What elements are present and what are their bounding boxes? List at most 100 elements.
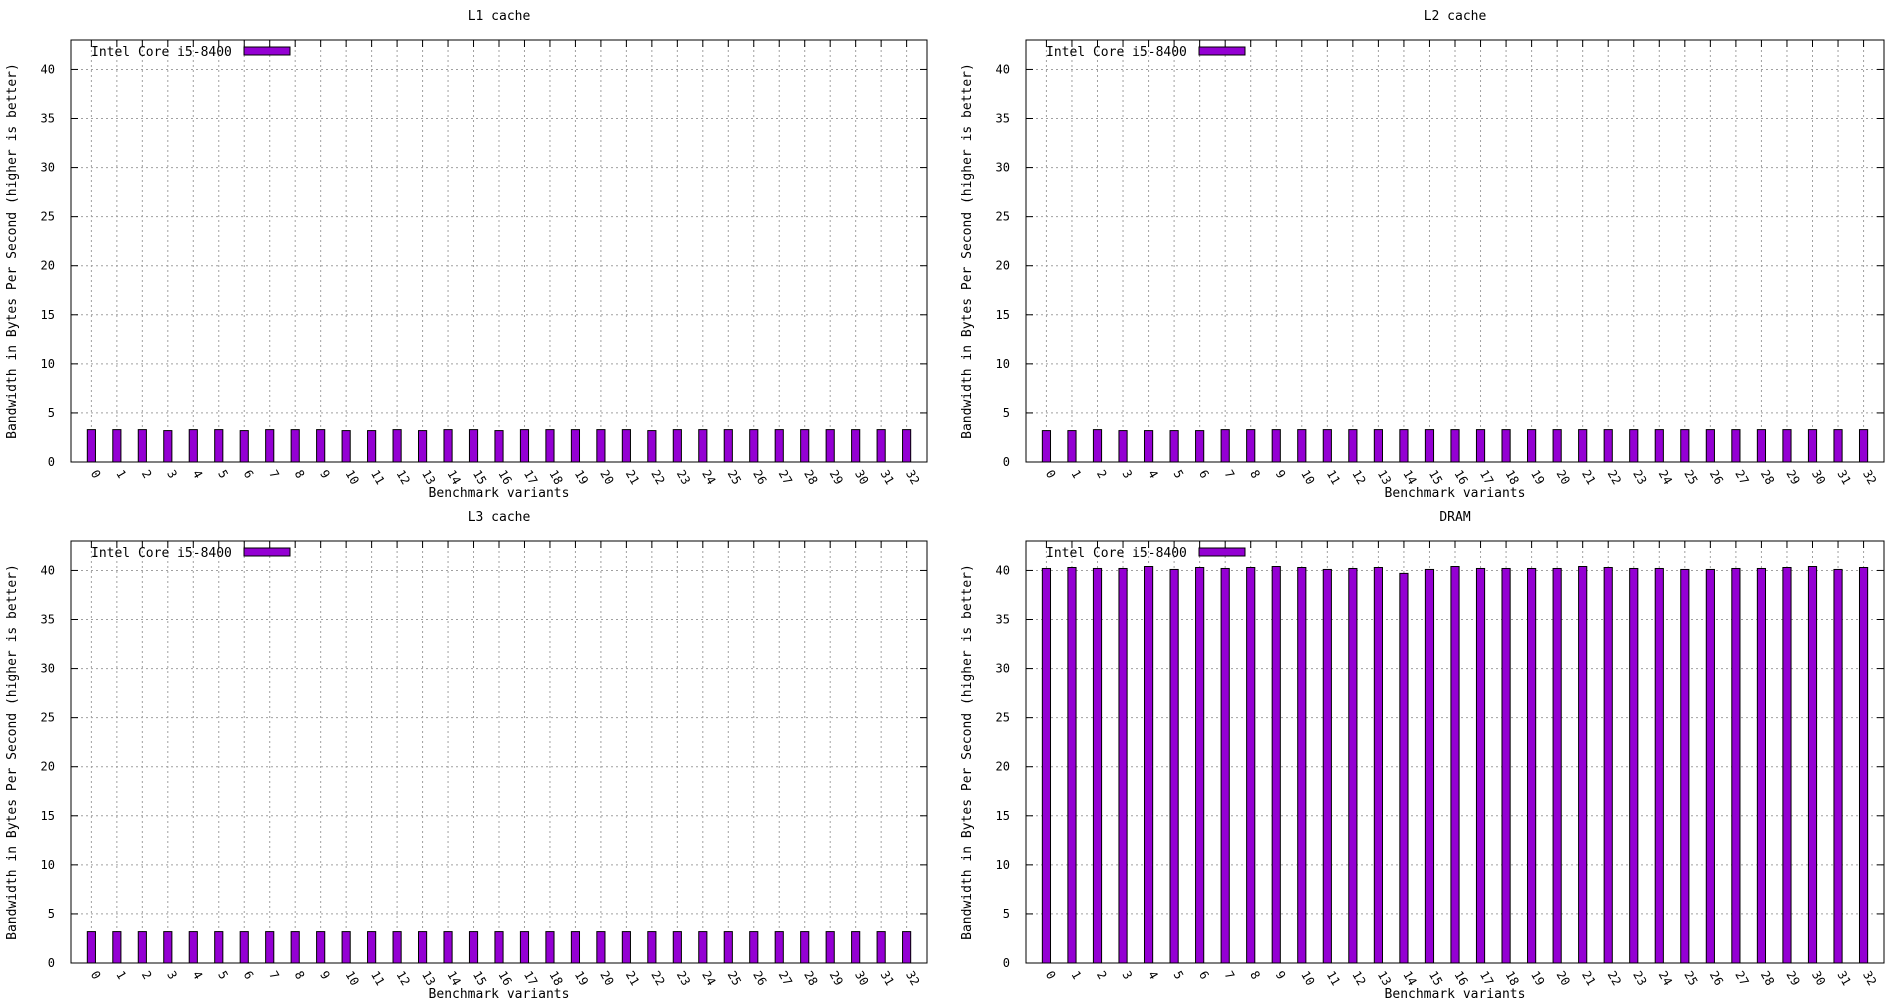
x-tick-label: 16 <box>1451 969 1470 989</box>
x-tick-label: 10 <box>1298 969 1317 989</box>
bar <box>392 931 402 964</box>
bar <box>1092 429 1103 463</box>
x-axis-label: Benchmark variants <box>1385 987 1526 1000</box>
bar <box>851 931 861 964</box>
bar <box>443 931 453 964</box>
bar <box>749 931 759 964</box>
y-axis-label: Bandwidth in Bytes Per Second (higher is… <box>5 564 20 940</box>
bar <box>902 931 912 964</box>
bar <box>1450 429 1460 463</box>
bar <box>1195 430 1205 463</box>
x-tick-label: 11 <box>1324 468 1343 488</box>
x-tick-label: 17 <box>521 468 540 488</box>
x-tick-label: 21 <box>1579 468 1598 488</box>
bar <box>1858 566 1869 964</box>
x-tick-label: 16 <box>495 969 514 989</box>
x-tick-label: 32 <box>1860 969 1879 989</box>
x-tick-label: 26 <box>1707 969 1726 989</box>
bar <box>1322 568 1332 964</box>
bar <box>519 429 530 463</box>
x-tick-label: 4 <box>1145 468 1161 481</box>
bar <box>1603 429 1613 463</box>
bar <box>137 931 147 964</box>
bar <box>1169 430 1179 463</box>
chart-title: DRAM <box>1439 510 1470 525</box>
bar <box>239 931 249 964</box>
x-tick-label: 0 <box>1043 468 1059 481</box>
x-tick-label: 19 <box>1528 969 1547 989</box>
bar <box>1067 566 1077 964</box>
bar <box>1118 430 1128 463</box>
y-tick-label: 10 <box>41 357 55 371</box>
bar <box>596 931 606 964</box>
x-tick-label: 10 <box>343 969 362 989</box>
x-tick-label: 13 <box>419 969 438 989</box>
x-axis-label: Benchmark variants <box>429 486 570 501</box>
x-tick-label: 7 <box>1222 468 1238 481</box>
x-tick-label: 32 <box>903 468 922 488</box>
y-tick-label: 0 <box>48 956 55 970</box>
x-tick-label: 29 <box>827 969 846 989</box>
x-tick-label: 19 <box>572 468 591 488</box>
plot-frame <box>1025 39 1885 463</box>
x-tick-label: 21 <box>1579 969 1598 989</box>
bar <box>1552 429 1562 463</box>
bar <box>1782 566 1792 964</box>
x-tick-label: 28 <box>1758 969 1777 989</box>
legend-label: Intel Core i5-8400 <box>1046 45 1187 60</box>
x-tick-label: 14 <box>1400 969 1419 989</box>
bar <box>800 429 810 463</box>
bar <box>417 931 428 964</box>
bar <box>163 931 173 964</box>
bar <box>1118 567 1128 964</box>
x-tick-label: 14 <box>444 468 463 488</box>
bar <box>1399 429 1409 463</box>
bar <box>1246 429 1256 463</box>
x-tick-label: 2 <box>139 468 155 481</box>
x-tick-label: 27 <box>776 468 795 488</box>
y-tick-label: 40 <box>996 62 1010 76</box>
x-tick-label: 18 <box>546 969 565 989</box>
bar <box>1373 566 1383 964</box>
x-tick-label: 7 <box>266 468 282 481</box>
x-tick-label: 12 <box>1349 468 1368 488</box>
x-tick-label: 9 <box>1273 969 1289 982</box>
x-tick-label: 7 <box>1222 969 1238 982</box>
y-tick-label: 25 <box>41 210 55 224</box>
bar <box>672 429 682 463</box>
x-tick-label: 3 <box>1119 468 1135 481</box>
bar <box>468 429 479 463</box>
x-tick-label: 5 <box>215 969 231 982</box>
y-tick-label: 25 <box>996 210 1010 224</box>
bar <box>1041 430 1052 463</box>
y-tick-label: 15 <box>996 308 1010 322</box>
bar <box>1756 429 1767 463</box>
bar <box>1092 567 1103 964</box>
x-tick-label: 29 <box>1783 969 1802 989</box>
y-tick-label: 30 <box>996 662 1010 676</box>
x-tick-label: 1 <box>1068 969 1084 982</box>
bar <box>1348 429 1358 463</box>
y-tick-label: 20 <box>996 259 1010 273</box>
y-tick-label: 35 <box>41 613 55 627</box>
x-tick-label: 1 <box>1068 468 1084 481</box>
x-tick-label: 11 <box>1324 969 1343 989</box>
x-tick-label: 12 <box>1349 969 1368 989</box>
bar <box>825 931 835 964</box>
bar <box>1297 566 1307 964</box>
bar <box>647 931 657 964</box>
bar <box>621 931 631 964</box>
bar <box>1373 429 1383 463</box>
x-tick-label: 28 <box>1758 468 1777 488</box>
bar <box>1629 567 1639 964</box>
bar <box>1501 429 1511 463</box>
x-tick-label: 0 <box>1043 969 1059 982</box>
x-tick-label: 25 <box>725 969 744 989</box>
legend-swatch <box>243 46 291 56</box>
x-tick-label: 26 <box>750 969 769 989</box>
bar <box>1731 567 1741 964</box>
x-tick-label: 4 <box>190 468 206 481</box>
bar <box>570 429 581 463</box>
x-tick-label: 8 <box>292 468 308 481</box>
